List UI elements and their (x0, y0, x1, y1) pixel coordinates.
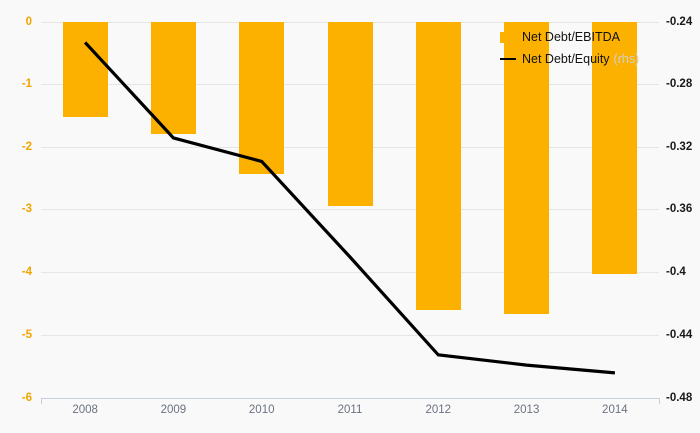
x-label-2013: 2013 (513, 404, 540, 416)
x-label-2011: 2011 (337, 404, 363, 416)
x-label-2012: 2012 (425, 404, 452, 416)
gridline-4 (41, 272, 659, 273)
x-label-2009: 2009 (160, 404, 187, 416)
x-tick-mark-end (659, 398, 660, 404)
y-left-tick-6: -6 (21, 392, 32, 404)
y-left-tick-0: 0 (25, 16, 32, 28)
bar-2009 (150, 22, 196, 135)
legend-item-net-debt-ebitda[interactable]: Net Debt/EBITDA (500, 26, 639, 48)
legend-bar-swatch-icon (500, 31, 516, 43)
x-label-2014: 2014 (602, 404, 628, 416)
y-right-tick-6: -0.48 (666, 392, 693, 404)
chart-legend: Net Debt/EBITDA Net Debt/Equity (rhs) (500, 26, 639, 70)
y-left-tick-4: -4 (21, 266, 32, 278)
y-right-tick-0: -0.24 (666, 16, 693, 28)
y-left-tick-1: -1 (21, 78, 32, 90)
y-left-tick-5: -5 (21, 329, 32, 341)
gridline-3 (41, 209, 659, 210)
legend-label-net-debt-equity: Net Debt/Equity (522, 52, 610, 66)
bar-2011 (327, 22, 373, 207)
bar-2012 (415, 22, 461, 311)
gridline-5 (41, 335, 659, 336)
x-tick-mark-start (41, 398, 42, 404)
legend-line-swatch-icon (500, 58, 516, 60)
y-right-tick-1: -0.28 (666, 78, 693, 90)
y-left-tick-3: -3 (21, 203, 32, 215)
bar-2008 (62, 22, 108, 118)
y-right-tick-3: -0.36 (666, 203, 693, 215)
legend-label-net-debt-ebitda: Net Debt/EBITDA (522, 30, 620, 44)
x-axis-line (41, 398, 659, 399)
x-label-2008: 2008 (72, 404, 98, 416)
y-left-tick-2: -2 (21, 141, 32, 153)
bar-2010 (239, 22, 285, 175)
y-right-tick-5: -0.44 (666, 329, 693, 341)
legend-suffix-rhs: (rhs) (613, 52, 640, 66)
y-right-tick-4: -0.4 (666, 266, 686, 278)
x-label-2010: 2010 (248, 404, 275, 416)
legend-item-net-debt-equity[interactable]: Net Debt/Equity (rhs) (500, 48, 639, 70)
y-right-tick-2: -0.32 (666, 141, 693, 153)
